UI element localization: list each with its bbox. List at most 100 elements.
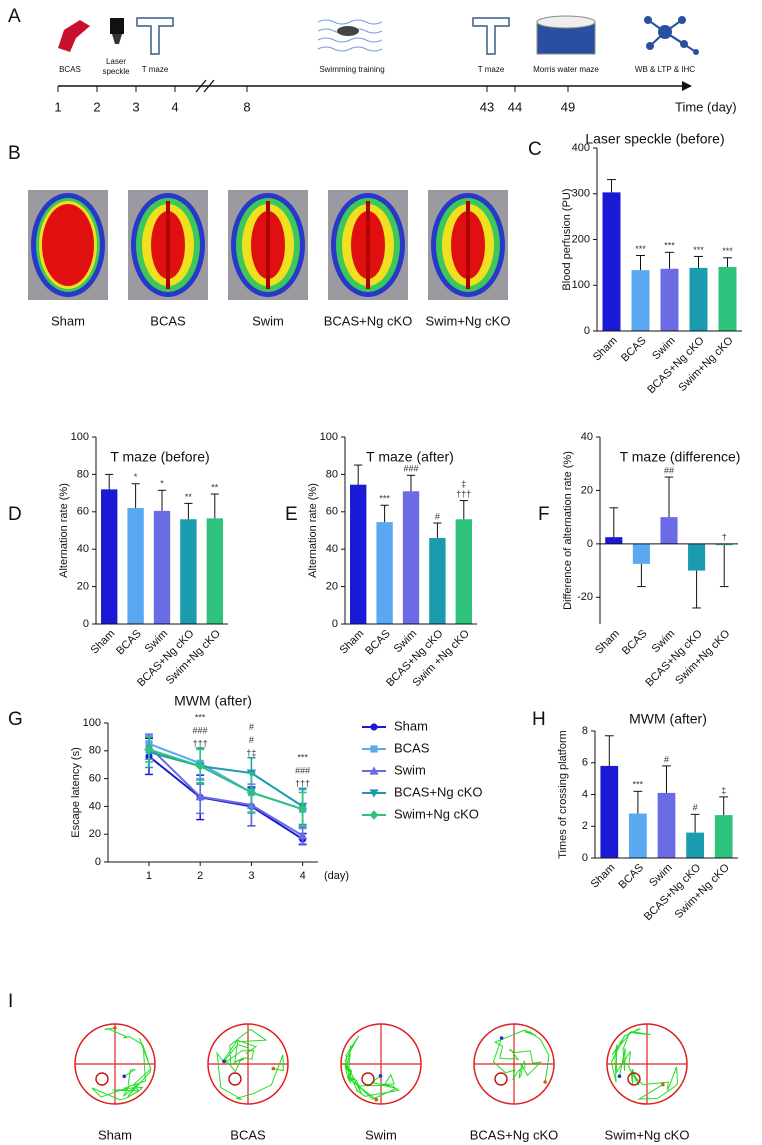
y-tick-label: 20 xyxy=(89,828,101,840)
y-tick-label: 2 xyxy=(582,820,588,832)
significance-mark: *** xyxy=(722,246,733,256)
x-tick-label: 4 xyxy=(300,870,306,882)
image-label: Swim+Ng cKO xyxy=(426,313,511,328)
y-tick-label: 100 xyxy=(71,431,89,443)
point xyxy=(298,804,308,814)
bar xyxy=(455,519,472,624)
maze-platform xyxy=(361,1072,375,1086)
path-end xyxy=(113,1026,117,1030)
significance-mark: ### xyxy=(295,766,310,776)
y-tick-label: 0 xyxy=(587,538,593,550)
y-tick-label: 200 xyxy=(572,233,590,245)
y-tick-label: 100 xyxy=(572,279,590,291)
significance-mark: # xyxy=(435,511,440,521)
significance-mark: †‡ xyxy=(246,748,256,758)
bar xyxy=(153,510,171,624)
y-tick-label: 400 xyxy=(572,142,590,154)
significance-mark: ††† xyxy=(193,738,208,748)
significance-mark: ‡ xyxy=(461,479,466,489)
panel-label: D xyxy=(8,504,22,525)
series-line xyxy=(148,745,304,837)
chart-title: MWM (after) xyxy=(174,693,252,709)
y-tick-label: 60 xyxy=(326,506,338,518)
day-label: 49 xyxy=(561,99,575,114)
y-tick-label: 20 xyxy=(581,484,593,496)
panel-label: B xyxy=(8,143,21,164)
icon-node xyxy=(644,16,652,24)
event-label: Morris water maze xyxy=(533,65,599,74)
series-line xyxy=(148,748,303,811)
chart-title: T maze (after) xyxy=(366,449,454,465)
maze-platform xyxy=(228,1072,242,1086)
legend-marker xyxy=(370,723,378,731)
bar xyxy=(402,491,420,624)
series-line xyxy=(148,755,304,840)
y-tick-label: 40 xyxy=(326,543,338,555)
swim-path xyxy=(91,1027,152,1101)
x-axis-label: (day) xyxy=(324,870,349,882)
panel-label: H xyxy=(532,709,546,730)
y-tick-label: 0 xyxy=(83,618,89,630)
chart-title: MWM (after) xyxy=(629,711,707,727)
x-tick-label: Sham xyxy=(593,628,622,657)
icon-pool-top xyxy=(536,15,596,29)
chart-title: T maze (difference) xyxy=(620,449,741,465)
event-label: BCAS xyxy=(59,65,81,74)
legend-label: Swim+Ng cKO xyxy=(394,806,479,821)
x-tick-label: BCAS xyxy=(363,628,393,658)
y-tick-label: -20 xyxy=(577,591,593,603)
event-label: Laser xyxy=(106,57,126,66)
day-label: 3 xyxy=(132,99,139,114)
y-axis-label: Blood perfusion (PU) xyxy=(561,188,573,290)
bar xyxy=(688,543,706,571)
path-start xyxy=(122,1074,126,1079)
x-tick-label: 2 xyxy=(197,870,203,882)
significance-mark: ‡ xyxy=(721,785,726,795)
significance-mark: *** xyxy=(693,245,704,255)
x-tick-label: BCAS xyxy=(616,862,646,892)
significance-mark: # xyxy=(693,803,698,813)
icon-device xyxy=(112,34,122,44)
y-tick-label: 80 xyxy=(89,745,101,757)
y-tick-label: 0 xyxy=(332,618,338,630)
y-tick-label: 8 xyxy=(582,725,588,737)
significance-mark: ††† xyxy=(295,779,310,789)
maze-platform xyxy=(494,1072,508,1086)
legend-label: BCAS xyxy=(394,740,430,755)
bar xyxy=(715,543,733,546)
significance-mark: ## xyxy=(664,465,674,475)
x-tick-label: Sham xyxy=(591,335,620,364)
day-label: 44 xyxy=(508,99,522,114)
chart-title: T maze (before) xyxy=(110,449,209,465)
bar xyxy=(101,489,118,624)
significance-mark: # xyxy=(249,735,254,745)
bar xyxy=(206,518,223,624)
y-axis-label: Alternation rate (%) xyxy=(307,483,319,578)
event-label: T maze xyxy=(478,65,505,74)
maze-platform xyxy=(95,1072,109,1086)
axis-break xyxy=(195,79,207,93)
panel-label: I xyxy=(8,991,13,1012)
significance-mark: * xyxy=(160,479,164,489)
significance-mark: *** xyxy=(633,780,644,790)
y-axis-label: Times of crossing platform xyxy=(557,730,569,859)
point xyxy=(144,744,154,755)
event-label: speckle xyxy=(102,67,130,76)
significance-mark: ** xyxy=(211,482,219,492)
legend-marker xyxy=(369,810,379,820)
legend-label: Sham xyxy=(394,718,428,733)
icon-wave xyxy=(317,19,383,25)
icon-wave xyxy=(317,37,383,43)
bar xyxy=(127,508,144,624)
icon-tmaze xyxy=(136,17,174,55)
path-end xyxy=(543,1080,547,1084)
icon-node xyxy=(693,49,699,55)
y-tick-label: 80 xyxy=(77,468,89,480)
bar xyxy=(660,517,678,544)
day-label: 2 xyxy=(93,99,100,114)
y-tick-label: 0 xyxy=(95,856,101,868)
maze-label: BCAS+Ng cKO xyxy=(470,1127,559,1142)
y-tick-label: 40 xyxy=(77,543,89,555)
y-tick-label: 100 xyxy=(83,717,101,729)
swim-path xyxy=(216,1028,284,1100)
